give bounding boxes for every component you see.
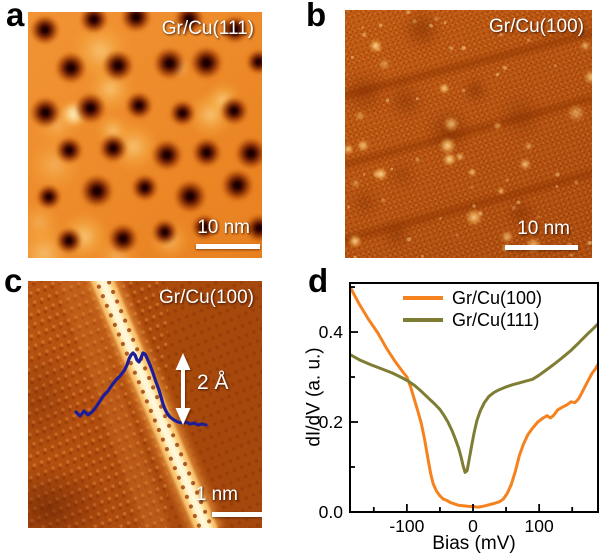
legend-entry: Gr/Cu(111) <box>403 309 542 331</box>
series-Gr/Cu(100) <box>350 286 598 509</box>
scalebar-a <box>196 244 260 249</box>
series-Gr/Cu(111) <box>350 322 598 474</box>
didv-chart: -100 0 100 0.0 0.2 0.4 <box>319 282 599 536</box>
annotation-a: Gr/Cu(111) <box>161 18 254 39</box>
scalebar-text-c: 1 nm <box>195 484 238 505</box>
panel-label-a: a <box>6 0 25 33</box>
stm-art-b <box>345 10 592 258</box>
stm-image-c: Gr/Cu(100) 2 Å 1 nm <box>28 281 262 528</box>
bright-ridge <box>56 281 224 528</box>
chart-series <box>350 286 598 509</box>
height-arrow <box>175 353 192 427</box>
stm-image-b: Gr/Cu(100) 10 nm <box>345 10 592 258</box>
annotation-b: Gr/Cu(100) <box>488 16 584 37</box>
x-tick-label: 0 <box>468 516 478 536</box>
y-tick-label: 0.4 <box>319 322 344 342</box>
y-tick-label: 0.2 <box>319 412 343 432</box>
panel-label-b: b <box>306 0 327 33</box>
panel-label-c: c <box>4 262 23 299</box>
scalebar-text-b: 10 nm <box>517 218 570 239</box>
scalebar-text-a: 10 nm <box>197 217 250 238</box>
x-tick-label: 100 <box>525 516 554 536</box>
annotation-c: Gr/Cu(100) <box>158 287 254 308</box>
spectroscopy-panel: -100 0 100 0.0 0.2 0.4 Bias (mV) dI/dV (a. u.… <box>300 270 600 558</box>
legend: Gr/Cu(100) Gr/Cu(111) <box>403 287 542 331</box>
plot-frame <box>349 282 599 513</box>
x-tick-label: -100 <box>389 516 424 536</box>
legend-label: Gr/Cu(100) <box>452 287 543 308</box>
stm-art-a <box>28 12 262 258</box>
height-annotation: 2 Å <box>197 371 229 394</box>
stm-art-c <box>28 281 262 528</box>
scalebar-b <box>505 245 578 250</box>
line-profile-curve <box>74 351 208 427</box>
scalebar-c <box>212 512 262 517</box>
legend-entry: Gr/Cu(100) <box>403 287 542 309</box>
x-axis-label: Bias (mV) <box>432 533 516 554</box>
legend-label: Gr/Cu(111) <box>452 309 540 330</box>
y-axis-label: dI/dV (a. u.) <box>303 347 325 447</box>
legend-swatch <box>403 296 443 300</box>
panel-label-d: d <box>308 262 329 299</box>
y-tick-label: 0.0 <box>319 502 344 522</box>
legend-swatch <box>403 318 443 322</box>
stm-image-a: Gr/Cu(111) 10 nm <box>28 12 262 258</box>
